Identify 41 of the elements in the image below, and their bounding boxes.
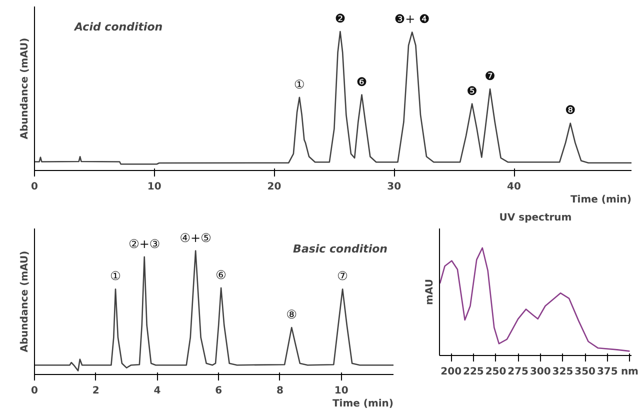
annotation: ❺: [466, 84, 478, 98]
x-tick-label: 225: [463, 366, 484, 378]
x-tick-label: nm: [620, 366, 638, 378]
chart-title: Acid condition: [74, 20, 163, 34]
annotation: ⑥: [216, 268, 226, 282]
annotation: ❻: [356, 74, 368, 89]
y-axis-title: Abundance (mAU): [20, 250, 30, 352]
annotation: ④+⑤: [180, 230, 212, 245]
x-tick-label: 40: [507, 182, 522, 192]
x-tick-label: 10: [334, 386, 348, 396]
x-tick-label: 2: [92, 386, 100, 396]
annotation: ⑦: [337, 269, 348, 284]
x-tick-label: 0: [31, 182, 38, 192]
x-tick-label: 30: [387, 182, 402, 192]
annotation: ❽: [564, 103, 576, 118]
x-tick-label: 250: [485, 366, 506, 378]
x-tick-label: 6: [215, 386, 222, 396]
x-tick-label: 350: [574, 366, 596, 378]
x-tick-label: 20: [267, 182, 282, 192]
x-axis-title: Time (min): [332, 398, 394, 409]
x-tick-label: 325: [552, 366, 574, 378]
x-tick-label: 300: [530, 366, 551, 378]
x-tick-label: 8: [276, 386, 284, 396]
annotation: ①: [110, 269, 121, 284]
x-axis-title: Time (min): [570, 194, 632, 206]
annotation: ⑧: [286, 307, 298, 322]
x-tick-label: 375: [596, 366, 618, 378]
annotation: ②+③: [128, 236, 160, 251]
chart-title: Basic condition: [293, 242, 388, 256]
annotation: ❷: [334, 12, 346, 26]
chart-title: UV spectrum: [499, 212, 572, 224]
annotation: ❼: [484, 69, 496, 84]
annotation: ❸+ ❹: [394, 12, 430, 26]
x-tick-label: 10: [147, 182, 162, 192]
x-tick-label: 4: [154, 386, 161, 396]
annotation: ①: [294, 77, 305, 92]
x-tick-label: 0: [31, 386, 38, 396]
x-tick-label: 275: [508, 366, 529, 378]
x-tick-label: 200: [440, 366, 462, 378]
y-axis-title: Abundance (mAU): [20, 38, 30, 140]
y-axis-title: mAU: [424, 279, 436, 305]
